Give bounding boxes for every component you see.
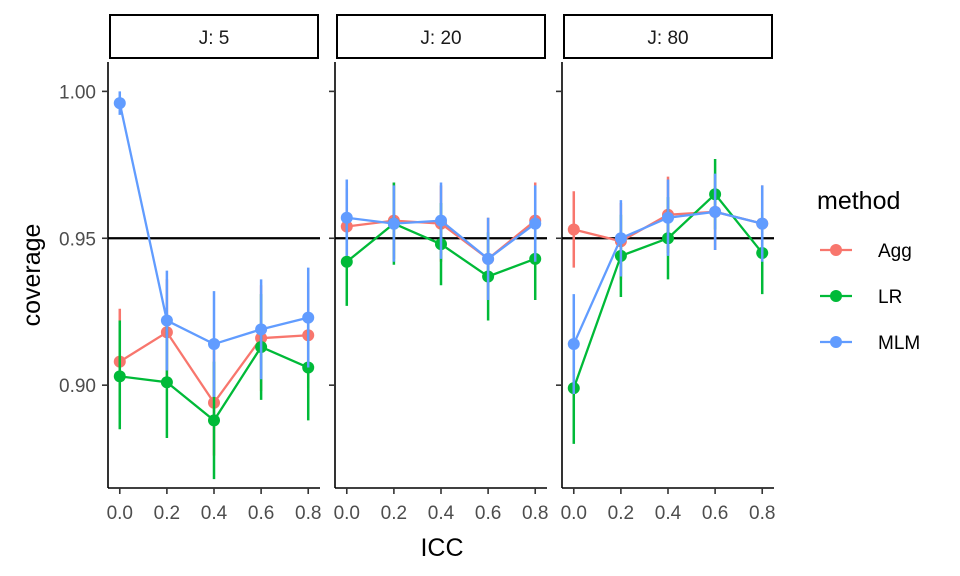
x-tick-label: 0.4	[201, 503, 228, 524]
x-tick-label: 0.0	[561, 503, 587, 524]
x-tick-label: 0.2	[154, 503, 180, 524]
x-tick-label: 0.0	[107, 503, 133, 524]
data-point	[709, 205, 722, 218]
data-point	[614, 232, 627, 245]
data-point	[208, 414, 220, 427]
panel-strip	[563, 14, 773, 59]
data-point	[567, 338, 580, 351]
panel-strip-label: J: 20	[420, 28, 461, 49]
legend-label: MLM	[878, 333, 920, 354]
x-tick-label: 0.2	[381, 503, 407, 524]
data-point	[160, 376, 173, 389]
y-tick-label: 0.95	[59, 229, 96, 250]
y-tick-label: 0.90	[59, 376, 96, 397]
legend: method Agg LR MLM	[817, 187, 920, 354]
data-point	[567, 223, 580, 236]
panel-3: J: 80 0.0 0.2 0.4 0.6 0.8	[556, 14, 775, 524]
legend-item-mlm: MLM	[820, 333, 920, 354]
data-point	[340, 255, 353, 268]
x-tick-label: 0.8	[295, 503, 321, 524]
data-point	[160, 314, 173, 327]
x-tick-label: 0.6	[702, 503, 728, 524]
x-tick-label: 0.0	[334, 503, 360, 524]
panel-2: J: 20 0.0 0.2 0.4 0.6 0.8	[329, 14, 548, 524]
series-mlm	[113, 91, 315, 397]
legend-label: LR	[878, 287, 902, 308]
x-tick-label: 0.2	[608, 503, 634, 524]
series-mlm	[567, 173, 769, 394]
legend-title: method	[817, 187, 900, 215]
x-tick-label: 0.8	[522, 503, 548, 524]
legend-item-lr: LR	[820, 287, 902, 308]
x-tick-label: 0.6	[248, 503, 274, 524]
panel-strip-label: J: 80	[647, 28, 688, 49]
legend-label: Agg	[878, 241, 912, 262]
legend-key-point	[830, 336, 842, 348]
x-tick-label: 0.6	[475, 503, 501, 524]
y-axis-title: coverage	[18, 224, 46, 327]
data-point	[482, 252, 495, 265]
data-point	[756, 217, 769, 230]
panel-strip-label: J: 5	[199, 28, 230, 49]
legend-key-point	[830, 290, 842, 302]
legend-key-point	[830, 244, 842, 256]
data-point	[529, 217, 542, 230]
data-point	[255, 323, 268, 336]
data-point	[435, 214, 447, 227]
series-mlm	[340, 179, 542, 300]
panel-strip	[336, 14, 546, 59]
panels-layer: J: 5 0.0 0.2 0.4 0.6 0.8 0.90 0.95 1.00 J: 20 0.0 0…	[59, 14, 775, 524]
legend-items: Agg LR MLM	[820, 241, 920, 354]
data-point	[208, 338, 220, 351]
y-tick-label: 1.00	[59, 82, 96, 103]
data-point	[302, 311, 315, 324]
x-tick-label: 0.8	[749, 503, 775, 524]
data-point	[340, 211, 353, 224]
panel-strip	[109, 14, 319, 59]
x-axis-title: ICC	[420, 534, 463, 562]
data-point	[113, 370, 126, 383]
x-tick-label: 0.4	[655, 503, 682, 524]
legend-item-agg: Agg	[820, 241, 912, 262]
panel-1: J: 5 0.0 0.2 0.4 0.6 0.8 0.90 0.95 1.00	[59, 14, 321, 524]
data-point	[113, 97, 126, 110]
data-point	[387, 217, 400, 230]
data-point	[662, 211, 674, 224]
x-tick-label: 0.4	[428, 503, 455, 524]
